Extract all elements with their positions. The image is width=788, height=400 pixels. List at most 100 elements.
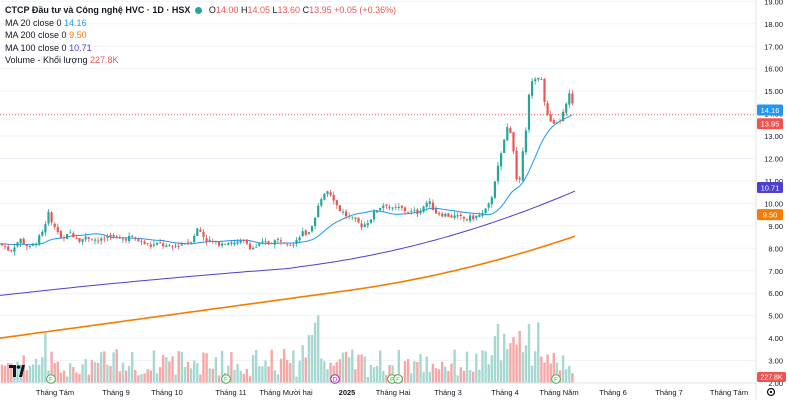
candle-body	[137, 239, 140, 242]
candle-body	[84, 236, 87, 240]
volume-bar	[571, 373, 574, 383]
time-axis[interactable]: Tháng Tám Tháng 9 Tháng 10 Tháng 11 Tháng Mư…	[36, 388, 748, 397]
indicator-ma200[interactable]: MA 200 close 0 9.50	[5, 29, 396, 42]
candle-body	[400, 205, 403, 208]
volume-bar	[465, 351, 469, 383]
indicator-ma20[interactable]: MA 20 close 0 14.16	[5, 17, 396, 30]
candle-body	[301, 231, 304, 237]
volume-bar	[155, 373, 159, 383]
volume-bar	[251, 354, 255, 383]
volume-bar	[369, 364, 373, 383]
candle-body	[146, 243, 149, 245]
tradingview-logo-icon[interactable]	[9, 365, 25, 377]
symbol-title[interactable]: CTCP Đầu tư và Công nghệ HVC · 1D · HSX	[5, 5, 191, 15]
volume-bar	[131, 351, 134, 383]
candle-body	[379, 207, 382, 211]
candle-body	[53, 223, 56, 228]
candle-body	[59, 231, 62, 239]
indicator-volume[interactable]: Volume - Khối lượng 227.8K	[5, 54, 396, 67]
candle-body	[376, 210, 379, 213]
candle-body	[397, 206, 400, 209]
volume-bar	[165, 357, 168, 383]
change-value: +0.05 (+0.36%)	[334, 5, 397, 15]
volume-bar	[273, 370, 276, 383]
volume-bar	[301, 345, 304, 383]
candle-body	[562, 111, 565, 122]
event-marker-circle	[393, 374, 403, 384]
candle-body	[323, 193, 326, 200]
volume-bar	[320, 358, 323, 383]
price-tick-label: 4.00	[768, 334, 783, 343]
candle-body	[407, 211, 410, 213]
candle-body	[307, 232, 310, 234]
candle-body	[369, 219, 372, 223]
indicator-ma100[interactable]: MA 100 close 0 10.71	[5, 42, 396, 55]
candle-body	[13, 247, 16, 252]
indicator-label: MA 20 close 0	[5, 17, 62, 28]
volume-bar	[332, 365, 335, 383]
volume-bar	[28, 365, 32, 383]
volume-bar	[279, 358, 283, 383]
volume-bar	[93, 362, 97, 383]
gear-hub	[769, 390, 773, 394]
volume-bar	[227, 365, 230, 383]
candle-body	[472, 215, 475, 220]
candle-body	[66, 233, 69, 240]
volume-bar	[410, 373, 413, 383]
price-tick-label: 9.00	[768, 222, 783, 231]
volume-bar	[261, 366, 264, 383]
candle-body	[537, 77, 540, 80]
candle-body	[568, 93, 571, 105]
candle-body	[338, 205, 341, 212]
candle-body	[419, 211, 422, 214]
candle-body	[552, 120, 555, 124]
candle-body	[521, 151, 524, 181]
volume-bars	[0, 315, 574, 383]
volume-bar	[115, 349, 118, 383]
volume-bar	[295, 376, 298, 383]
volume-bar	[422, 372, 425, 383]
settings-icon[interactable]	[766, 387, 776, 397]
candle-body	[558, 121, 562, 122]
event-marker-label: D	[333, 378, 338, 384]
volume-bar	[189, 368, 193, 383]
volume-bar	[124, 370, 128, 383]
candle-body	[382, 205, 385, 209]
volume-bar	[59, 372, 63, 383]
volume-bar	[31, 364, 35, 383]
volume-bar	[527, 324, 531, 383]
candle-body	[103, 238, 106, 240]
candle-body	[490, 197, 493, 205]
candle-body	[459, 214, 462, 217]
close-value: 13.95	[309, 5, 332, 15]
volume-bar	[174, 374, 177, 383]
volume-bar	[431, 363, 435, 383]
candle-body	[19, 238, 22, 244]
candle-body	[25, 244, 28, 247]
volume-bar	[65, 376, 69, 383]
time-tick-label: Tháng 7	[655, 388, 683, 397]
candle-body	[112, 235, 115, 237]
candle-body	[512, 132, 515, 152]
volume-bar	[149, 370, 152, 383]
event-marker-circle	[330, 374, 340, 384]
volume-bar	[127, 365, 131, 383]
candle-body	[143, 241, 146, 245]
candle-body	[4, 246, 7, 248]
volume-bar	[496, 323, 500, 383]
volume-bar	[382, 370, 385, 383]
volume-bar	[137, 375, 140, 383]
volume-bar	[561, 355, 565, 383]
candle-body	[447, 213, 450, 217]
candle-body	[41, 231, 44, 236]
candle-body	[180, 243, 183, 246]
candle-body	[453, 215, 456, 218]
volume-bar	[69, 363, 72, 383]
low-value: 13.60	[277, 5, 301, 15]
event-marker: F	[221, 374, 231, 384]
volume-bar	[385, 375, 388, 383]
candle-body	[171, 246, 174, 248]
